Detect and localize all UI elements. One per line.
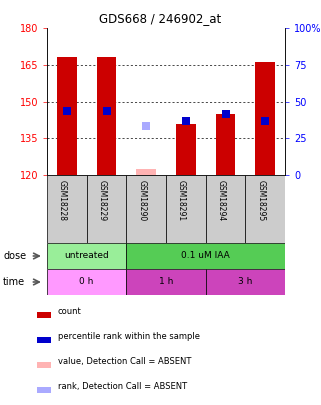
- Bar: [216, 114, 235, 175]
- Bar: [37, 387, 51, 393]
- Text: GDS668 / 246902_at: GDS668 / 246902_at: [100, 12, 221, 25]
- Text: count: count: [58, 307, 82, 316]
- Text: GSM18294: GSM18294: [216, 181, 225, 222]
- Point: [223, 111, 228, 117]
- Bar: [126, 175, 166, 243]
- Bar: [126, 269, 206, 295]
- Text: GSM18291: GSM18291: [177, 181, 186, 222]
- Bar: [255, 62, 275, 175]
- Bar: [245, 175, 285, 243]
- Point: [183, 118, 188, 124]
- Text: rank, Detection Call = ABSENT: rank, Detection Call = ABSENT: [58, 382, 187, 391]
- Bar: [126, 243, 285, 269]
- Bar: [57, 58, 77, 175]
- Text: GSM18229: GSM18229: [98, 181, 107, 222]
- Point: [263, 118, 268, 124]
- Bar: [37, 312, 51, 318]
- Text: dose: dose: [3, 251, 26, 261]
- Text: GSM18228: GSM18228: [58, 181, 67, 222]
- Text: untreated: untreated: [64, 252, 109, 260]
- Text: GSM18295: GSM18295: [256, 181, 265, 222]
- Text: 0.1 uM IAA: 0.1 uM IAA: [181, 252, 230, 260]
- Bar: [47, 175, 87, 243]
- Text: 3 h: 3 h: [238, 277, 253, 286]
- Text: GSM18290: GSM18290: [137, 181, 146, 222]
- Bar: [47, 269, 126, 295]
- Point: [104, 108, 109, 115]
- Bar: [37, 362, 51, 368]
- Bar: [97, 58, 117, 175]
- Bar: [206, 269, 285, 295]
- Bar: [87, 175, 126, 243]
- Point: [143, 123, 149, 129]
- Text: value, Detection Call = ABSENT: value, Detection Call = ABSENT: [58, 357, 191, 366]
- Text: time: time: [3, 277, 25, 287]
- Bar: [136, 169, 156, 175]
- Bar: [206, 175, 245, 243]
- Bar: [37, 337, 51, 343]
- Bar: [166, 175, 206, 243]
- Point: [64, 108, 69, 115]
- Text: 1 h: 1 h: [159, 277, 173, 286]
- Text: 0 h: 0 h: [80, 277, 94, 286]
- Text: percentile rank within the sample: percentile rank within the sample: [58, 332, 200, 341]
- Bar: [47, 243, 126, 269]
- Bar: [176, 124, 196, 175]
